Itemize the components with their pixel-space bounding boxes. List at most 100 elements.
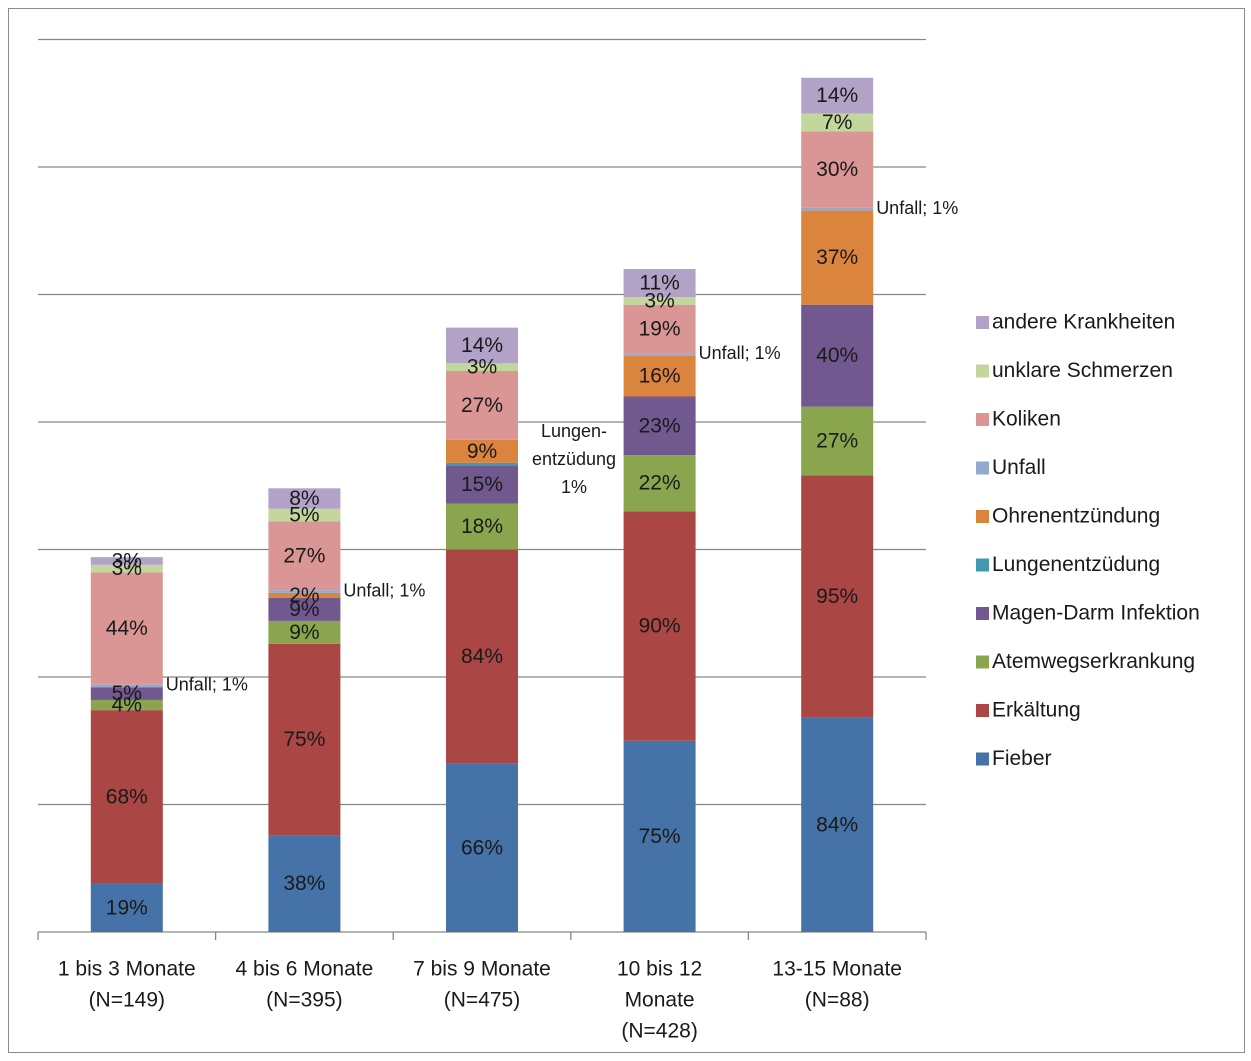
x-tick-label: (N=428): [621, 1020, 697, 1043]
x-tick-label: 7 bis 9 Monate: [413, 958, 551, 981]
bar-segment: [90, 710, 163, 884]
bar-segment: [90, 564, 163, 573]
x-tick-label: Monate: [625, 989, 695, 1012]
bar-segment: [268, 597, 341, 621]
bar-segment: [623, 353, 696, 356]
data-label: 14%: [816, 84, 858, 107]
legend-label: Fieber: [992, 747, 1052, 770]
legend-swatch: [976, 461, 989, 475]
data-label: 19%: [106, 896, 148, 919]
data-label: 3%: [644, 289, 674, 312]
data-label: 3%: [467, 356, 497, 379]
bar-segment: [268, 521, 341, 591]
legend-label: Ohrenentzündung: [992, 505, 1160, 528]
bar-segment: [801, 304, 874, 407]
legend-swatch: [976, 316, 989, 329]
bar-segment: [446, 503, 518, 550]
data-label: 3%: [112, 557, 142, 580]
bar-segment: [268, 508, 341, 522]
bar-segment: [90, 684, 163, 688]
x-tick-label: (N=395): [266, 989, 342, 1012]
bar-segment: [446, 465, 518, 504]
bar-segment: [90, 883, 163, 932]
legend-swatch: [976, 704, 989, 717]
legend-label: Koliken: [992, 408, 1061, 431]
bar-segment: [90, 572, 163, 685]
data-label: 37%: [816, 246, 858, 269]
data-label: 84%: [461, 645, 503, 668]
legend-label: Unfall: [992, 456, 1046, 479]
bar-segment: [446, 363, 518, 371]
data-label: 75%: [283, 728, 325, 751]
bar-segment: [268, 835, 341, 932]
data-label: 75%: [639, 825, 681, 848]
bar-segment: [268, 590, 341, 593]
data-label: 9%: [467, 440, 497, 463]
bar-segment: [623, 269, 696, 298]
data-label: 23%: [639, 414, 681, 437]
data-label-external: Unfall; 1%: [699, 343, 781, 363]
data-label: 4%: [112, 694, 142, 717]
chart-frame: 19% 68% 4% 5% Unfall; 1% 44% 3% 3% 38% 75% 9% 9% 2% U…: [8, 8, 1245, 1053]
data-label: 7%: [822, 111, 852, 134]
legend-label: Atemwegserkrankung: [992, 650, 1195, 673]
legend-label: Lungenentzüdung: [992, 553, 1160, 576]
data-label: 8%: [289, 487, 319, 510]
legend-label: Magen-Darm Infektion: [992, 602, 1200, 625]
bar-segment: [90, 557, 163, 565]
bar-segment: [801, 210, 874, 305]
bar-segment: [446, 327, 518, 364]
data-label: 3%: [112, 550, 142, 573]
legend-swatch: [976, 364, 989, 378]
x-tick-label: 4 bis 6 Monate: [236, 958, 374, 981]
bar-segment: [268, 620, 341, 644]
data-label: 27%: [816, 430, 858, 453]
data-label: 5%: [112, 682, 142, 705]
x-tick-label: (N=149): [89, 989, 165, 1012]
bar-segment: [90, 687, 163, 700]
bar-segment: [446, 549, 518, 764]
bar-segment: [268, 592, 341, 598]
x-tick-label: (N=475): [444, 989, 520, 1012]
bar-segment: [446, 439, 518, 463]
x-tick-label: 13-15 Monate: [772, 958, 902, 981]
bar-segment: [623, 511, 696, 741]
data-label-external: Lungen-: [541, 421, 607, 441]
data-label: 18%: [461, 515, 503, 538]
bar-segment: [446, 763, 518, 932]
legend-swatch: [976, 655, 989, 669]
legend-label: unklare Schmerzen: [992, 359, 1173, 382]
stacked-bar-chart: 19%68%4%5% Unfall; 1%44%3%3%38%75%9%9%2% U…: [37, 38, 1200, 1043]
data-label: 30%: [816, 158, 858, 181]
data-label: 5%: [289, 504, 319, 527]
data-label-external: Unfall; 1%: [343, 580, 425, 600]
data-label: 95%: [816, 585, 858, 608]
data-label: 9%: [289, 598, 319, 621]
bar-segment: [801, 113, 874, 132]
bar-segment: [801, 406, 874, 476]
x-tick-label: (N=88): [805, 989, 870, 1012]
data-label: 27%: [283, 544, 325, 567]
x-tick-label: 1 bis 3 Monate: [58, 958, 196, 981]
data-label: 66%: [461, 836, 503, 859]
legend-label: Erkältung: [992, 699, 1081, 722]
bar-segment: [801, 207, 874, 211]
data-label: 90%: [639, 615, 681, 638]
data-label-external: Unfall; 1%: [876, 198, 958, 218]
data-label: 40%: [816, 344, 858, 367]
bar-segment: [801, 131, 874, 208]
bar-segment: [623, 304, 696, 354]
legend-swatch: [976, 413, 989, 426]
data-label: 16%: [639, 365, 681, 388]
data-label: 22%: [639, 472, 681, 495]
data-label: 15%: [461, 473, 503, 496]
bar-segment: [90, 699, 163, 711]
bar-segment: [446, 462, 518, 466]
data-label: 11%: [639, 272, 679, 295]
bar-segment: [268, 643, 341, 836]
bar-segment: [801, 717, 874, 932]
legend-swatch: [976, 510, 989, 523]
data-label-external: entzüdung: [532, 449, 616, 469]
bar-segment: [801, 77, 874, 114]
data-label: 68%: [106, 785, 148, 808]
